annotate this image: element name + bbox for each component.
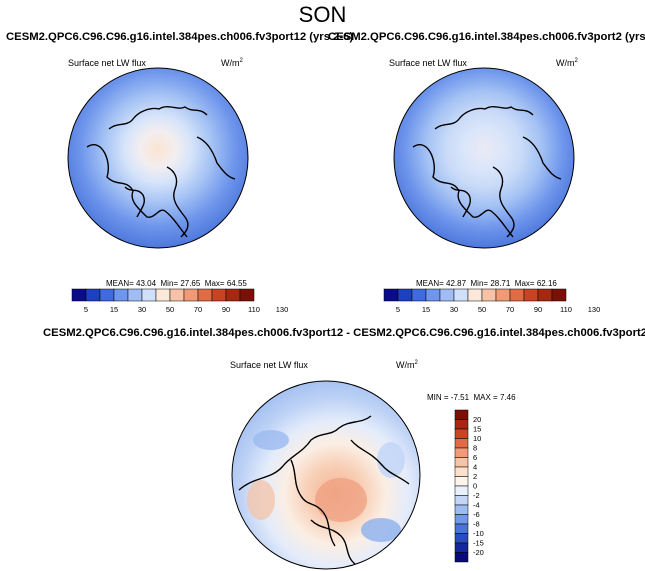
panel1-coastlines [86,106,236,238]
panel3-colorbar-label: -2 [473,491,480,500]
panel2-coastlines [412,106,562,238]
panel3-stats: MIN = -7.51 MAX = 7.46 [427,393,516,402]
panel1-colorbar-box-6 [155,288,171,302]
panel1-variable-label: Surface net LW flux [68,58,146,68]
panel3-title: CESM2.QPC6.C96.C96.g16.intel.384pes.ch00… [43,327,645,339]
panel1-stats: MEAN= 43.04 Min= 27.65 Max= 64.55 [106,279,247,288]
panel3-colorbar-box-2 [454,428,469,439]
panel2-colorbar: 5 15 30 50 70 90 110 130 [383,288,600,314]
panel2-title: CESM2.QPC6.C96.C96.g16.intel.384pes.ch00… [328,31,645,43]
panel1-title: CESM2.QPC6.C96.C96.g16.intel.384pes.ch00… [6,31,354,43]
panel1-colorbar: 5 15 30 50 70 90 110 130 [71,288,288,314]
panel3-colorbar-label: 8 [473,444,477,453]
panel1-colorbar-label: 30 [138,305,146,314]
panel3-coastlines [238,415,410,565]
panel3-colorbar-label: -8 [473,520,480,529]
panel2-colorbar-box-12 [551,288,567,302]
panel2-colorbar-box-10 [523,288,539,302]
panel2-field [394,68,574,248]
panel1-colorbar-label: 110 [248,305,260,314]
panel3-colorbar-box-15 [454,552,469,563]
panel3-colorbar-box-3 [454,438,469,449]
panel3-colorbar-box-5 [454,457,469,468]
panel2-colorbar-label: 30 [450,305,458,314]
panel2-colorbar-label: 70 [506,305,514,314]
panel1-colorbar-box-8 [183,288,199,302]
panel3-colorbar-label: 0 [473,482,477,491]
panel3-colorbar-label: 10 [473,434,481,443]
panel3-polar-map [231,380,421,570]
panel2-colorbar-label: 110 [560,305,572,314]
panel2-colorbar-label: 130 [588,305,601,314]
panel1-colorbar-box-4 [127,288,143,302]
panel2-colorbar-box-3 [425,288,441,302]
panel2-polar-map [393,67,575,249]
panel2-colorbar-box-2 [411,288,427,302]
panel3-anomaly-patches [247,430,405,542]
panel3-variable-label: Surface net LW flux [230,360,308,370]
panel3-colorbar-label: 15 [473,425,481,434]
panel1-colorbar-box-9 [197,288,213,302]
panel1-colorbar-label: 70 [194,305,202,314]
panel3-colorbar-label: -20 [473,548,484,557]
panel3-colorbar-label: -6 [473,510,480,519]
panel2-colorbar-label: 90 [534,305,542,314]
panel1-colorbar-box-1 [85,288,101,302]
panel3-colorbar-box-12 [454,523,469,534]
panel2-colorbar-box-4 [439,288,455,302]
panel3-colorbar-box-6 [454,466,469,477]
panel1-colorbar-box-10 [211,288,227,302]
panel2-colorbar-label: 5 [396,305,400,314]
panel3-colorbar-box-14 [454,542,469,553]
panel3-colorbar-label: 4 [473,463,477,472]
panel2-colorbar-box-1 [397,288,413,302]
panel1-units: W/m2 [221,58,243,68]
season-title: SON [298,2,347,27]
panel2-colorbar-label: 15 [422,305,430,314]
panel2-colorbar-box-0 [383,288,399,302]
panel3-units: W/m2 [396,360,418,370]
panel3-colorbar-label: 20 [473,415,481,424]
panel3-colorbar-box-13 [454,533,469,544]
panel1-colorbar-label: 130 [276,305,289,314]
panel2-colorbar-label: 50 [478,305,486,314]
panel1-colorbar-label: 50 [166,305,174,314]
panel1-colorbar-label: 5 [84,305,88,314]
panel3-colorbar-box-0 [454,409,469,420]
panel1-colorbar-box-2 [99,288,115,302]
panel2-colorbar-box-6 [467,288,483,302]
panel3-colorbar-box-8 [454,485,469,496]
panel3-colorbar-label: -15 [473,539,484,548]
panel3-colorbar-label: -10 [473,529,484,538]
panel2-stats: MEAN= 42.87 Min= 28.71 Max= 62.16 [416,279,557,288]
panel2-colorbar-box-7 [481,288,497,302]
panel2-colorbar-box-9 [509,288,525,302]
panel1-colorbar-box-5 [141,288,157,302]
panel1-colorbar-box-11 [225,288,241,302]
panel3-colorbar-box-9 [454,495,469,506]
panel1-colorbar-box-0 [71,288,87,302]
panel1-colorbar-label: 90 [222,305,230,314]
panel2-colorbar-box-8 [495,288,511,302]
panel3-colorbar-label: -4 [473,501,480,510]
panel3-colorbar-box-10 [454,504,469,515]
panel1-colorbar-box-7 [169,288,185,302]
panel1-field [68,68,248,248]
panel3-colorbar-box-1 [454,419,469,430]
panel2-variable-label: Surface net LW flux [389,58,467,68]
panel3-colorbar-label: 6 [473,453,477,462]
panel2-colorbar-box-11 [537,288,553,302]
panel2-units: W/m2 [556,58,578,68]
panel3-colorbar-label: 2 [473,472,477,481]
panel3-colorbar-box-11 [454,514,469,525]
panel1-colorbar-box-3 [113,288,129,302]
panel2-colorbar-box-5 [453,288,469,302]
panel3-colorbar-box-7 [454,476,469,487]
panel1-colorbar-label: 15 [110,305,118,314]
panel3-colorbar-box-4 [454,447,469,458]
panel1-polar-map [67,67,249,249]
panel1-colorbar-box-12 [239,288,255,302]
